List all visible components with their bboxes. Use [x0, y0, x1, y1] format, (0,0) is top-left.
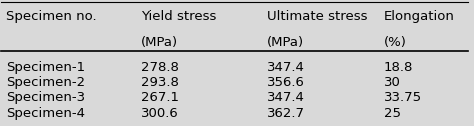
Text: 33.75: 33.75	[384, 91, 422, 104]
Text: 356.6: 356.6	[267, 76, 305, 89]
Text: Elongation: Elongation	[384, 10, 455, 23]
Text: (MPa): (MPa)	[141, 36, 178, 49]
Text: 347.4: 347.4	[267, 60, 305, 74]
Text: Yield stress: Yield stress	[141, 10, 217, 23]
Text: Specimen no.: Specimen no.	[6, 10, 97, 23]
Text: 278.8: 278.8	[141, 60, 179, 74]
Text: Ultimate stress: Ultimate stress	[267, 10, 368, 23]
Text: 347.4: 347.4	[267, 91, 305, 104]
Text: 30: 30	[384, 76, 401, 89]
Text: (%): (%)	[384, 36, 407, 49]
Text: 300.6: 300.6	[141, 107, 179, 120]
Text: 267.1: 267.1	[141, 91, 179, 104]
Text: 293.8: 293.8	[141, 76, 179, 89]
Text: Specimen-1: Specimen-1	[6, 60, 85, 74]
Text: Specimen-4: Specimen-4	[6, 107, 85, 120]
Text: 18.8: 18.8	[384, 60, 413, 74]
Text: (MPa): (MPa)	[267, 36, 304, 49]
Text: Specimen-2: Specimen-2	[6, 76, 85, 89]
Text: 362.7: 362.7	[267, 107, 305, 120]
Text: Specimen-3: Specimen-3	[6, 91, 85, 104]
Text: 25: 25	[384, 107, 401, 120]
